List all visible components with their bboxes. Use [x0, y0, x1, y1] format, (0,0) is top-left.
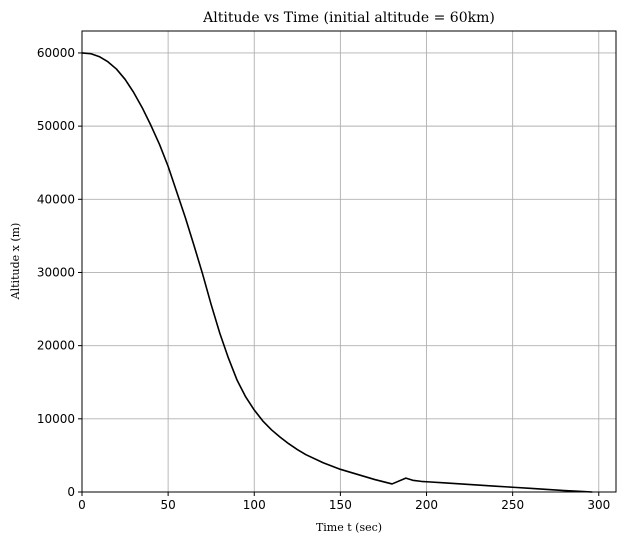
y-tick-label: 0: [67, 485, 75, 499]
x-tick-label: 200: [415, 498, 438, 512]
x-tick-label: 150: [329, 498, 352, 512]
y-tick-label: 20000: [37, 339, 75, 353]
altitude-series-line: [81, 52, 593, 493]
y-tick-label: 60000: [37, 46, 75, 60]
y-axis-label: Altitude x (m): [9, 223, 22, 301]
x-tick-label: 300: [587, 498, 610, 512]
plot-frame: [81, 30, 617, 493]
x-tick-label: 0: [78, 498, 86, 512]
y-tick-label: 10000: [37, 412, 75, 426]
x-axis-label: Time t (sec): [316, 521, 382, 534]
y-tick-label: 50000: [37, 119, 75, 133]
x-tick-label: 100: [243, 498, 266, 512]
series-layer: [81, 52, 593, 493]
x-tick-label: 50: [160, 498, 175, 512]
y-tick-label: 40000: [37, 192, 75, 206]
tick-layer: 0 50 100 150 200 250 300 0 10000 20000 30000 40000 5…: [37, 46, 610, 512]
chart-title: Altitude vs Time (initial altitude = 60k…: [202, 10, 495, 26]
grid-lines: [81, 31, 616, 493]
y-tick-label: 30000: [37, 265, 75, 279]
x-tick-label: 250: [501, 498, 524, 512]
